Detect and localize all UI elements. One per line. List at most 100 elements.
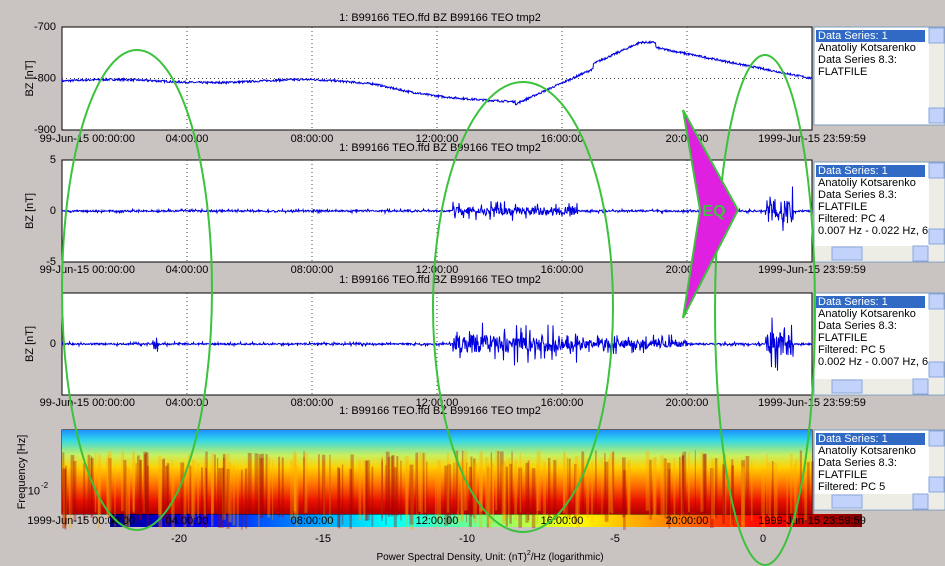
- spectrogram-stripe: [553, 460, 556, 520]
- list-item[interactable]: Filtered: PC 4: [818, 213, 885, 225]
- spectrogram-stripe: [366, 460, 370, 520]
- spectrogram-stripe: [388, 457, 390, 517]
- scroll-up[interactable]: [929, 431, 944, 446]
- spectrogram-stripe: [646, 451, 650, 511]
- spectrogram-stripe: [204, 457, 206, 517]
- scroll-up[interactable]: [929, 28, 944, 43]
- h-scroll-thumb[interactable]: [832, 247, 862, 260]
- x-tick-label: 16:00:00: [541, 397, 584, 409]
- spectrogram-stripe: [322, 455, 325, 515]
- spectrogram-stripe: [137, 455, 140, 515]
- x-tick-label: 16:00:00: [541, 264, 584, 276]
- y-tick-exponent: -2: [41, 481, 49, 490]
- panel-title: 1: B99166 TEO.ffd BZ B99166 TEO tmp2: [339, 405, 541, 417]
- list-item[interactable]: Anatoliy Kotsarenko: [818, 177, 916, 189]
- spectrogram-stripe: [674, 458, 676, 518]
- x-tick-label: 1999-Jun-15 23:59:59: [758, 133, 866, 145]
- y-tick-label: 5: [50, 154, 56, 166]
- panel-title: 1: B99166 TEO.ffd BZ B99166 TEO tmp2: [339, 274, 541, 286]
- spectrogram-stripe: [567, 458, 568, 518]
- spectrogram-stripe: [423, 453, 425, 513]
- list-item[interactable]: Data Series 8.3:: [818, 320, 897, 332]
- spectrogram-stripe: [746, 456, 750, 516]
- list-item[interactable]: Filtered: PC 5: [818, 344, 885, 356]
- spectrogram-stripe: [359, 460, 362, 520]
- x-tick-label: 20:00:00: [666, 515, 709, 527]
- list-item[interactable]: Data Series 8.3:: [818, 457, 897, 469]
- list-item[interactable]: Filtered: PC 5: [818, 481, 885, 493]
- spectrogram-stripe: [259, 454, 262, 514]
- spectrogram-stripe: [282, 457, 284, 517]
- spectrogram-stripe: [385, 465, 386, 525]
- list-item[interactable]: FLATFILE: [818, 201, 867, 213]
- spectrogram-stripe: [372, 467, 374, 527]
- x-tick-label: 08:00:00: [291, 397, 334, 409]
- spectrogram-stripe: [497, 451, 499, 511]
- spectrogram-stripe: [83, 463, 85, 523]
- spectrogram-stripe: [410, 465, 414, 525]
- scroll-down[interactable]: [929, 477, 944, 492]
- spectrogram-stripe: [509, 464, 512, 524]
- spectrogram-stripe: [394, 467, 397, 527]
- spectrogram-stripe: [622, 457, 626, 517]
- spectrogram-stripe: [293, 451, 296, 511]
- spectrogram-stripe: [514, 460, 517, 520]
- list-item[interactable]: Anatoliy Kotsarenko: [818, 42, 916, 54]
- spectrogram-stripe: [381, 461, 382, 521]
- list-item[interactable]: FLATFILE: [818, 332, 867, 344]
- spectrogram-stripe: [679, 457, 681, 517]
- scroll-down[interactable]: [929, 362, 944, 377]
- scroll-up[interactable]: [929, 163, 944, 178]
- spectrogram-stripe: [591, 462, 593, 522]
- y-tick-label: -700: [34, 21, 56, 33]
- spectrogram-stripe: [495, 450, 497, 510]
- list-item[interactable]: 0.007 Hz - 0.022 Hz, 6.0: [818, 225, 937, 237]
- spectrogram-stripe: [171, 460, 172, 520]
- spectrogram-stripe: [71, 455, 75, 515]
- list-item[interactable]: FLATFILE: [818, 469, 867, 481]
- spectrogram-stripe: [612, 452, 614, 512]
- colorbar-tick-label: -20: [171, 533, 187, 545]
- spectrogram-stripe: [136, 463, 137, 523]
- scroll-up[interactable]: [929, 294, 944, 309]
- spectrogram-stripe: [661, 455, 664, 515]
- spectrogram-stripe: [400, 461, 401, 521]
- list-item[interactable]: Data Series: 1: [818, 433, 888, 445]
- list-item[interactable]: FLATFILE: [818, 66, 867, 78]
- h-scroll-thumb[interactable]: [832, 380, 862, 393]
- spectrogram-stripe: [525, 463, 528, 523]
- list-item[interactable]: Data Series 8.3:: [818, 189, 897, 201]
- spectrogram-stripe: [663, 459, 665, 519]
- scroll-right[interactable]: [913, 246, 928, 261]
- list-item[interactable]: Data Series: 1: [818, 296, 888, 308]
- scroll-down[interactable]: [929, 108, 944, 123]
- list-item[interactable]: Data Series: 1: [818, 165, 888, 177]
- spectrogram-stripe: [211, 466, 213, 526]
- spectrogram-stripe: [437, 460, 441, 520]
- scroll-down[interactable]: [929, 229, 944, 244]
- spectrogram-stripe: [278, 457, 280, 517]
- spectrogram-stripe: [731, 459, 733, 519]
- x-tick-label: 99-Jun-15 00:00:00: [40, 397, 135, 409]
- spectrogram-stripe: [140, 460, 142, 520]
- x-tick-label: 04:00:00: [166, 515, 209, 527]
- list-item[interactable]: Anatoliy Kotsarenko: [818, 308, 916, 320]
- spectrogram-stripe: [682, 456, 685, 516]
- spectrogram-stripe: [192, 459, 195, 519]
- spectrogram-stripe: [473, 463, 477, 523]
- h-scroll-thumb[interactable]: [832, 495, 862, 508]
- spectrogram-stripe: [418, 452, 421, 512]
- scroll-right[interactable]: [913, 494, 928, 509]
- scroll-right[interactable]: [913, 379, 928, 394]
- spectrogram-stripe: [214, 454, 216, 514]
- spectrogram-stripe: [537, 451, 541, 511]
- list-item[interactable]: Data Series: 1: [818, 30, 888, 42]
- x-tick-label: 08:00:00: [291, 133, 334, 145]
- list-item[interactable]: Data Series 8.3:: [818, 54, 897, 66]
- spectrogram-stripe: [520, 453, 522, 513]
- list-item[interactable]: Anatoliy Kotsarenko: [818, 445, 916, 457]
- spectrogram-stripe: [653, 458, 656, 518]
- x-tick-label: 08:00:00: [291, 264, 334, 276]
- list-item[interactable]: 0.002 Hz - 0.007 Hz, 6.0: [818, 356, 937, 368]
- spectrogram-stripe: [329, 455, 330, 515]
